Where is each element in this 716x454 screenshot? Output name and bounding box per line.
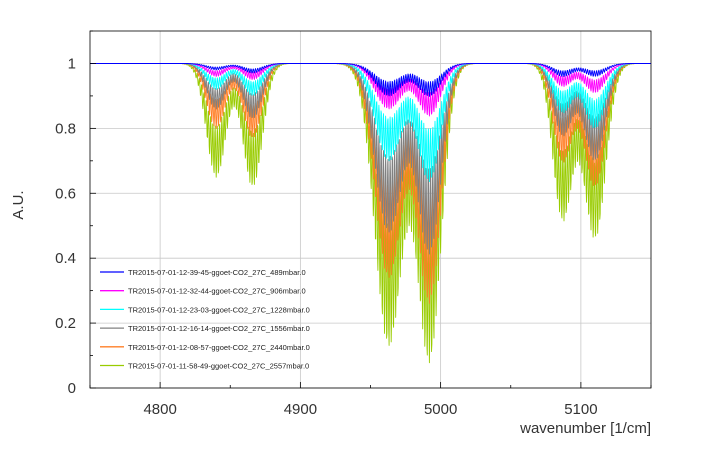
x-tick-label: 4900 (284, 401, 317, 418)
legend-label: TR2015-07-01-11-58-49-ggoet-CO2_27C_2557… (128, 362, 309, 371)
y-tick-label: 1 (68, 55, 76, 72)
y-tick-label: 0 (68, 380, 76, 397)
y-tick-label: 0.2 (55, 315, 76, 332)
legend-label: TR2015-07-01-12-16-14-ggoet-CO2_27C_1556… (128, 324, 310, 333)
y-tick-label: 0.4 (55, 250, 76, 267)
x-tick-label: 5100 (564, 401, 597, 418)
x-tick-label: 5000 (424, 401, 457, 418)
legend-label: TR2015-07-01-12-39-45-ggoet-CO2_27C_489m… (128, 268, 306, 277)
y-tick-label: 0.8 (55, 120, 76, 137)
series-layer (89, 63, 652, 364)
series-line (89, 63, 652, 97)
legend-label: TR2015-07-01-12-23-03-ggoet-CO2_27C_1228… (128, 305, 310, 314)
tick-labels: 4800 4900 5000 5100 0 0.2 0.4 0.6 0.8 1 (55, 55, 597, 418)
y-tick-label: 0.6 (55, 185, 76, 202)
y-axis-label: A.U. (10, 190, 27, 219)
legend: TR2015-07-01-12-39-45-ggoet-CO2_27C_489m… (100, 268, 310, 371)
axis-ticks (89, 30, 652, 389)
legend-label: TR2015-07-01-12-08-57-ggoet-CO2_27C_2440… (128, 343, 310, 352)
x-axis-label: wavenumber [1/cm] (519, 420, 651, 437)
legend-label: TR2015-07-01-12-32-44-ggoet-CO2_27C_906m… (128, 287, 306, 296)
x-tick-label: 4800 (143, 401, 176, 418)
